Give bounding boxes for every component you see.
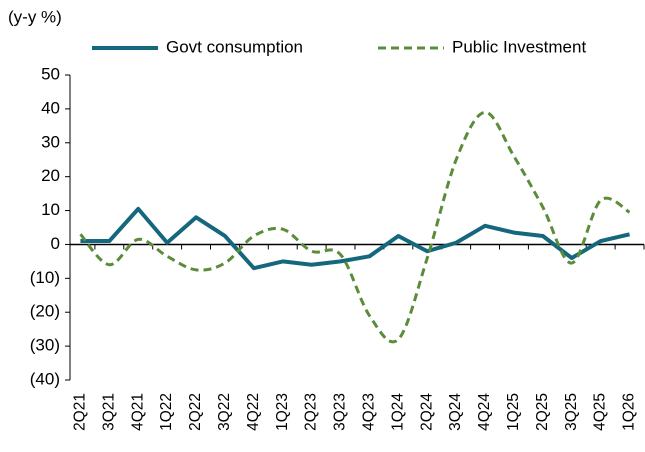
x-tick-label: 1Q23 [274, 393, 291, 431]
x-tick-label: 2Q24 [418, 393, 435, 431]
series-line [79, 110, 631, 344]
x-tick-label: 2Q22 [187, 393, 204, 431]
legend-label: Govt consumption [166, 37, 303, 56]
x-tick-label: 1Q25 [505, 393, 522, 431]
x-tick-label: 3Q24 [447, 393, 464, 431]
y-tick-label: 50 [41, 64, 60, 83]
x-tick-label: 3Q21 [100, 393, 117, 431]
x-tick-label: 4Q23 [361, 393, 378, 431]
x-tick-label: 2Q25 [534, 393, 551, 431]
x-tick-label: 2Q23 [303, 393, 320, 431]
x-tick-label: 4Q22 [245, 393, 262, 431]
y-tick-label: (20) [30, 302, 60, 321]
x-tick-label: 3Q25 [563, 393, 580, 431]
series-line [80, 206, 631, 271]
y-tick-label: (30) [30, 336, 60, 355]
y-tick-label: 20 [41, 166, 60, 185]
y-tick-label: (40) [30, 369, 60, 388]
y-tick-label: (10) [30, 268, 60, 287]
x-tick-label: 1Q24 [389, 393, 406, 431]
y-tick-label: 0 [51, 234, 60, 253]
legend-label: Public Investment [452, 37, 586, 56]
y-tick-label: 30 [41, 132, 60, 151]
y-axis-label: (y-y %) [8, 7, 62, 26]
x-tick-label: 4Q25 [592, 393, 609, 431]
x-tick-label: 4Q21 [129, 393, 146, 431]
x-tick-label: 1Q22 [158, 393, 175, 431]
x-tick-label: 4Q24 [476, 393, 493, 431]
x-tick-label: 3Q22 [216, 393, 233, 431]
x-tick-label: 3Q23 [332, 393, 349, 431]
x-tick-label: 1Q26 [621, 393, 638, 431]
y-tick-label: 40 [41, 98, 60, 117]
x-tick-label: 2Q21 [72, 393, 89, 431]
y-tick-label: 10 [41, 200, 60, 219]
